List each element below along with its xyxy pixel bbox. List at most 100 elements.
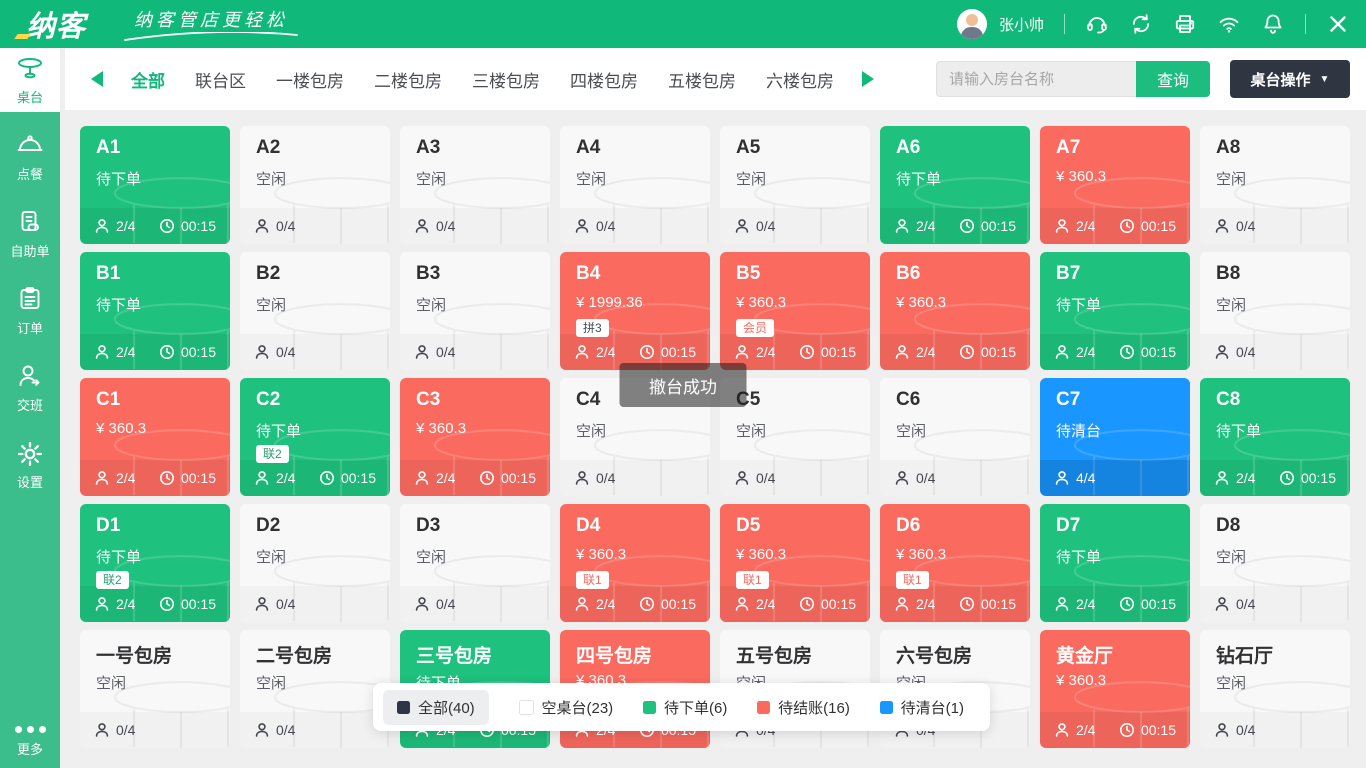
headset-icon[interactable] — [1085, 12, 1109, 36]
table-card[interactable]: D1 待下单 联2 2/4 00:15 — [80, 504, 230, 622]
table-card[interactable]: 黄金厅 ¥ 360.3 2/4 00:15 — [1040, 630, 1190, 748]
scroll-left-arrow[interactable] — [89, 70, 105, 88]
table-card[interactable]: B8 空闲 0/4 — [1200, 252, 1350, 370]
tab-area-7[interactable]: 六楼包房 — [766, 71, 834, 91]
table-card[interactable]: A4 空闲 0/4 — [560, 126, 710, 244]
elapsed-time: 00:15 — [1279, 470, 1336, 486]
table-card[interactable]: B6 ¥ 360.3 2/4 00:15 — [880, 252, 1030, 370]
table-card[interactable]: D8 空闲 0/4 — [1200, 504, 1350, 622]
sidebar-item-shift[interactable]: 交班 — [0, 356, 60, 420]
clock-icon — [959, 219, 974, 233]
table-card[interactable]: C7 待清台 4/4 — [1040, 378, 1190, 496]
sidebar-item-tables[interactable]: 桌台 — [0, 48, 60, 112]
table-card[interactable]: D2 空闲 0/4 — [240, 504, 390, 622]
table-name: B7 — [1056, 263, 1081, 284]
tab-area-2[interactable]: 一楼包房 — [276, 71, 344, 91]
occupancy-label: 4/4 — [1076, 470, 1096, 486]
person-icon — [895, 219, 909, 233]
search-button[interactable]: 查询 — [1136, 61, 1210, 97]
legend-item-0[interactable]: 全部(40) — [383, 689, 489, 725]
table-card[interactable]: B1 待下单 2/4 00:15 — [80, 252, 230, 370]
table-badge: 联1 — [896, 571, 929, 589]
sidebar-item-selfservice[interactable]: 自助单 — [0, 202, 60, 266]
table-card[interactable]: D5 ¥ 360.3 联1 2/4 00:15 — [720, 504, 870, 622]
toast-message: 撤台成功 — [619, 363, 747, 407]
close-icon[interactable] — [1326, 12, 1350, 36]
sync-icon[interactable] — [1129, 12, 1153, 36]
occupancy-label: 0/4 — [756, 470, 776, 486]
legend-item-2[interactable]: 待下单(6) — [643, 690, 727, 725]
user-name: 张小帅 — [998, 16, 1044, 34]
table-card[interactable]: 钻石厅 空闲 0/4 — [1200, 630, 1350, 748]
person-icon — [95, 219, 109, 233]
printer-icon[interactable] — [1173, 12, 1197, 36]
table-card[interactable]: B7 待下单 2/4 00:15 — [1040, 252, 1190, 370]
avatar[interactable] — [956, 9, 987, 39]
sidebar-item-more[interactable]: 更多 — [0, 726, 60, 758]
occupancy: 2/4 — [94, 218, 135, 234]
table-card-footer: 2/4 00:15 — [1040, 208, 1190, 244]
sidebar-item-settings[interactable]: 设置 — [0, 433, 60, 497]
bell-icon[interactable] — [1261, 12, 1285, 36]
app-header: 纳客 纳客管店更轻松 张小帅 — [0, 0, 1366, 48]
person-icon — [895, 345, 909, 359]
tab-area-6[interactable]: 五楼包房 — [668, 71, 736, 91]
table-card[interactable]: D4 ¥ 360.3 联1 2/4 00:15 — [560, 504, 710, 622]
legend-item-4[interactable]: 待清台(1) — [879, 690, 964, 725]
tab-area-3[interactable]: 二楼包房 — [374, 71, 442, 91]
clock-icon — [959, 597, 974, 611]
occupancy: 2/4 — [574, 344, 615, 360]
search-input[interactable] — [936, 61, 1136, 97]
legend-label: 待结账(16) — [778, 699, 850, 717]
occupancy-label: 0/4 — [276, 218, 296, 234]
table-card[interactable]: A7 ¥ 360.3 2/4 00:15 — [1040, 126, 1190, 244]
table-card[interactable]: C1 ¥ 360.3 2/4 00:15 — [80, 378, 230, 496]
table-status: 待清台 — [1056, 423, 1102, 440]
table-card-footer: 0/4 — [240, 586, 390, 622]
table-card[interactable]: A3 空闲 0/4 — [400, 126, 550, 244]
table-card[interactable]: C2 待下单 联2 2/4 00:15 — [240, 378, 390, 496]
table-name: B1 — [96, 263, 121, 284]
table-card[interactable]: D6 ¥ 360.3 联1 2/4 00:15 — [880, 504, 1030, 622]
sidebar-item-orders[interactable]: 订单 — [0, 279, 60, 343]
elapsed-time: 00:15 — [959, 218, 1016, 234]
elapsed-time: 00:15 — [799, 596, 856, 612]
legend-item-1[interactable]: 空桌台(23) — [518, 690, 613, 725]
table-card[interactable]: 二号包房 空闲 0/4 — [240, 630, 390, 748]
table-name: D3 — [416, 515, 441, 536]
occupancy-label: 0/4 — [756, 218, 776, 234]
table-card[interactable]: C8 待下单 2/4 00:15 — [1200, 378, 1350, 496]
table-card[interactable]: B4 ¥ 1999.36 拼3 2/4 00:15 — [560, 252, 710, 370]
tab-area-5[interactable]: 四楼包房 — [570, 71, 638, 91]
occupancy: 2/4 — [734, 596, 775, 612]
table-card[interactable]: 一号包房 空闲 0/4 — [80, 630, 230, 748]
table-card-footer: 2/4 00:15 — [80, 460, 230, 496]
table-card[interactable]: A8 空闲 0/4 — [1200, 126, 1350, 244]
time-label: 00:15 — [180, 218, 216, 234]
table-card[interactable]: D7 待下单 2/4 00:15 — [1040, 504, 1190, 622]
table-card[interactable]: A5 空闲 0/4 — [720, 126, 870, 244]
wifi-icon[interactable] — [1217, 12, 1241, 36]
sidebar-item-order[interactable]: 点餐 — [0, 125, 60, 189]
table-card[interactable]: C3 ¥ 360.3 2/4 00:15 — [400, 378, 550, 496]
person-icon — [735, 219, 749, 233]
table-card[interactable]: C6 空闲 0/4 — [880, 378, 1030, 496]
table-card-footer: 0/4 — [720, 208, 870, 244]
table-card[interactable]: B5 ¥ 360.3 会员 2/4 00:15 — [720, 252, 870, 370]
tab-area-4[interactable]: 三楼包房 — [472, 71, 540, 91]
chevron-down-icon: ▼ — [1319, 73, 1330, 85]
table-status: 空闲 — [736, 423, 767, 440]
table-card[interactable]: B3 空闲 0/4 — [400, 252, 550, 370]
tab-area-1[interactable]: 联台区 — [195, 71, 246, 91]
occupancy: 2/4 — [1054, 596, 1095, 612]
table-actions-button[interactable]: 桌台操作 ▼ — [1230, 60, 1350, 98]
table-card[interactable]: A1 待下单 2/4 00:15 — [80, 126, 230, 244]
tab-area-0[interactable]: 全部 — [131, 71, 165, 91]
table-card[interactable]: B2 空闲 0/4 — [240, 252, 390, 370]
table-card[interactable]: D3 空闲 0/4 — [400, 504, 550, 622]
legend-item-3[interactable]: 待结账(16) — [757, 690, 850, 725]
table-card[interactable]: A6 待下单 2/4 00:15 — [880, 126, 1030, 244]
elapsed-time: 00:15 — [1119, 344, 1176, 360]
scroll-right-arrow[interactable] — [860, 70, 876, 88]
table-card[interactable]: A2 空闲 0/4 — [240, 126, 390, 244]
